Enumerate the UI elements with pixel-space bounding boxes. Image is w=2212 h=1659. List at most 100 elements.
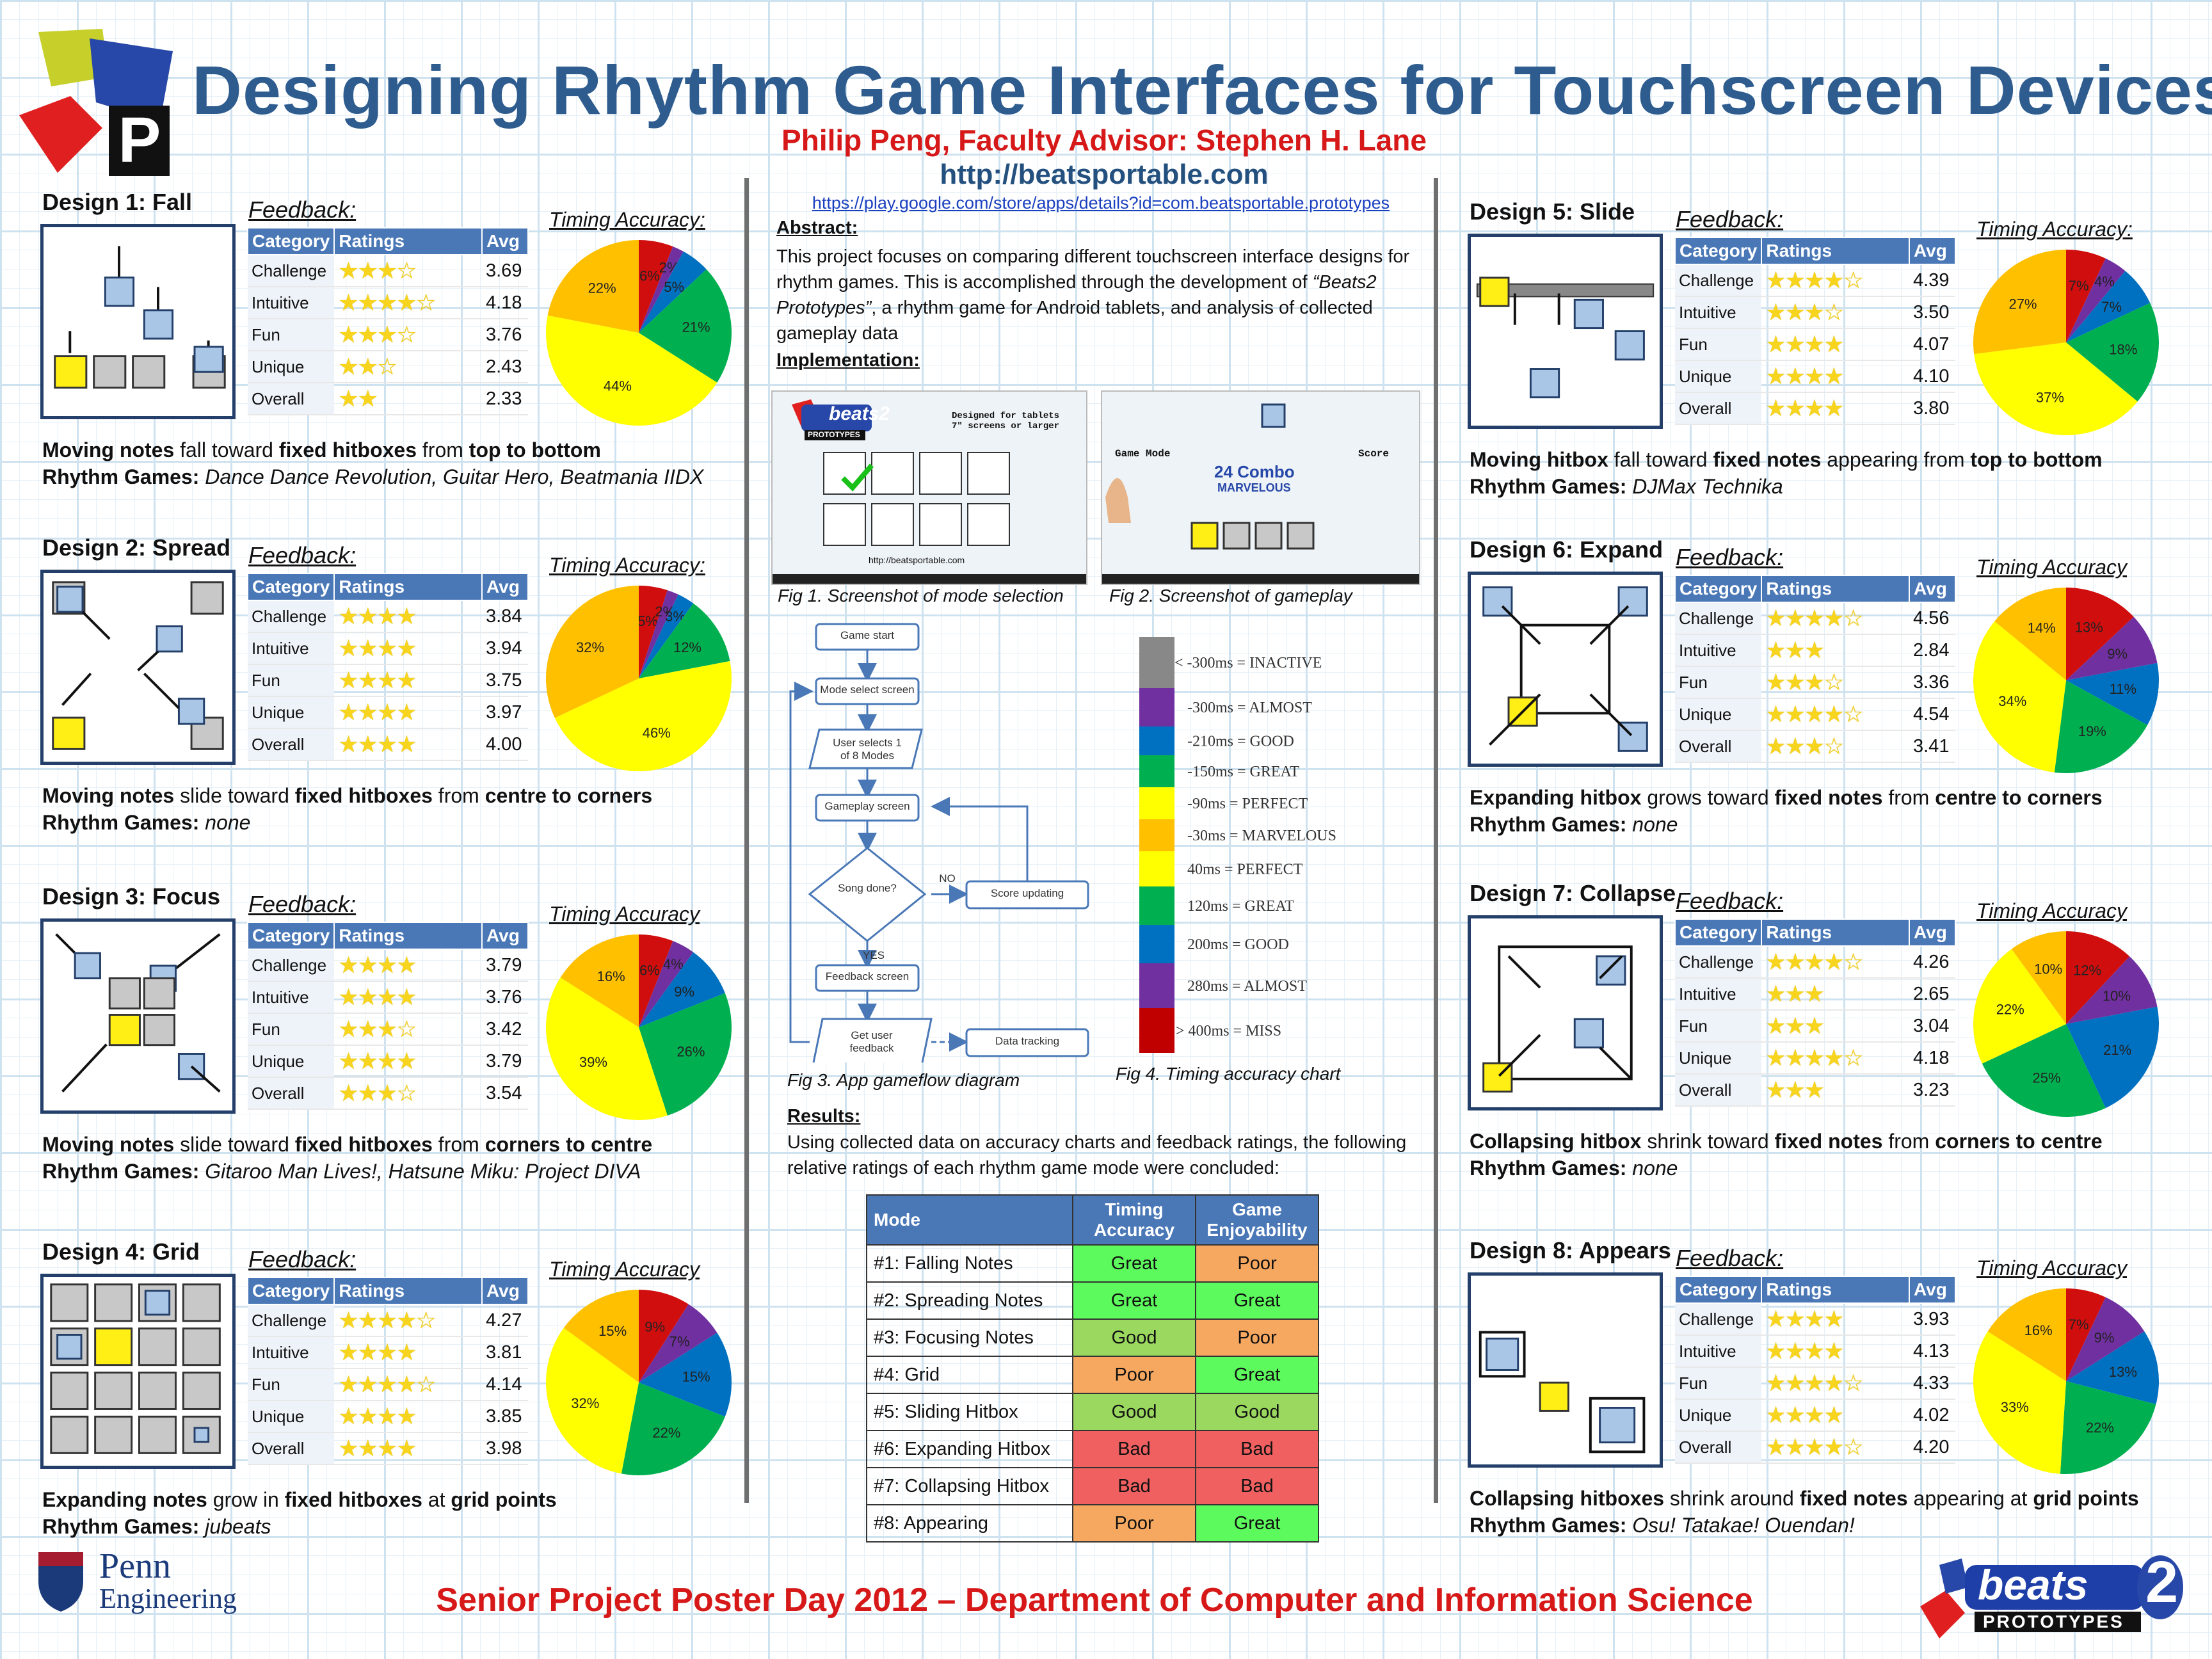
pie-label: 13%	[2109, 1364, 2137, 1380]
rating-average: 3.54	[482, 1077, 528, 1110]
rating-category: Fun	[248, 1013, 335, 1046]
design-title: Design 4: Grid	[42, 1238, 200, 1265]
rating-row: Intuitive ★★★ 2.65	[1675, 978, 1955, 1011]
pie-label: 12%	[673, 639, 701, 655]
rating-category: Fun	[1675, 1010, 1762, 1043]
timing-band	[1139, 819, 1174, 851]
rating-category: Intuitive	[1675, 634, 1762, 667]
design-description: Collapsing hitboxes shrink around fixed …	[1470, 1487, 2139, 1510]
pie-label: 5%	[637, 613, 658, 629]
rating-row: Fun ★★★☆ 3.36	[1675, 666, 1955, 699]
design-diagram	[1468, 915, 1663, 1110]
pie-label: 6%	[639, 268, 660, 284]
rating-row: Fun ★★★☆ 3.42	[248, 1013, 528, 1046]
timing-accuracy-label: Timing Accuracy	[1976, 1256, 2128, 1279]
feedback-label: Feedback:	[248, 891, 357, 917]
poster-title: Designing Rhythm Game Interfaces for Tou…	[192, 51, 2212, 129]
timing-band-label: -150ms = GREAT	[1187, 764, 1299, 780]
website-link[interactable]: http://beatsportable.com	[940, 159, 1269, 190]
results-header-mode: Mode	[866, 1194, 1073, 1246]
rating-average: 4.20	[1909, 1431, 1955, 1464]
timing-band	[1139, 851, 1174, 886]
pie-label: 11%	[2110, 681, 2136, 697]
timing-pie-chart: 7% 9% 13% 22% 33% 16%	[1973, 1288, 2159, 1474]
beats-number: 2	[2145, 1550, 2179, 1615]
col-category: Category	[246, 922, 335, 950]
rating-stars: ★★★★	[1761, 1399, 1909, 1432]
rating-stars: ★★★☆	[334, 1013, 482, 1046]
design-diagram	[40, 1274, 236, 1469]
ratings-table: Category Ratings Avg Challenge ★★★★☆ 4.2…	[246, 1277, 529, 1465]
fig4-caption: Fig 4. Timing accuracy chart	[1116, 1064, 1341, 1084]
ratings-table: Category Ratings Avg Challenge ★★★★☆ 4.2…	[1674, 918, 1956, 1107]
col-ratings: Ratings	[1761, 237, 1910, 265]
pie-label: 25%	[2032, 1070, 2060, 1086]
timing-pie-chart: 6%2%5%21%44%22%	[546, 240, 732, 426]
rating-category: Intuitive	[248, 632, 335, 665]
pie-slice	[639, 603, 730, 678]
results-mode: #8: Appearing	[866, 1504, 1073, 1543]
rating-row: Intuitive ★★★ 2.84	[1675, 634, 1955, 667]
timing-pie-chart: 13%9% 11% 19% 34% 14%	[1973, 588, 2159, 773]
screen1-logo: beats2	[829, 403, 890, 424]
timing-band	[1139, 726, 1174, 755]
timing-color-bar: < -300ms = INACTIVE -300ms = ALMOST -210ms…	[1139, 637, 1336, 1053]
results-mode: #5: Sliding Hitbox	[866, 1393, 1073, 1431]
results-enjoyability: Great	[1195, 1281, 1319, 1320]
ratings-table-wrap: Category Ratings Avg Challenge ★★★★ 3.93…	[1674, 1276, 1956, 1464]
screen2-score: Score	[1358, 448, 1390, 460]
rating-row: Challenge ★★★☆ 3.69	[248, 255, 528, 287]
pie-slice	[639, 594, 694, 678]
rating-stars: ★★★★	[334, 632, 482, 665]
pie-slice	[639, 251, 707, 333]
pie-label: 15%	[598, 1323, 627, 1339]
col-avg: Avg	[1909, 237, 1956, 265]
pie-slice	[546, 315, 717, 426]
feedback-label: Feedback:	[248, 542, 357, 568]
results-timing: Poor	[1072, 1504, 1196, 1543]
pie-slice	[2066, 616, 2158, 680]
design-diagram	[40, 224, 236, 419]
pie-slice	[546, 977, 668, 1120]
flow-node-label: Song done?	[838, 882, 897, 894]
design-title: Design 3: Focus	[42, 883, 221, 910]
rating-stars: ★★★★	[334, 728, 482, 761]
rating-row: Challenge ★★★★ 3.79	[248, 949, 528, 982]
col-avg: Avg	[481, 922, 529, 950]
rating-category: Challenge	[248, 949, 335, 982]
rating-category: Unique	[248, 1045, 335, 1078]
rating-average: 3.75	[482, 664, 528, 697]
pie-slice	[2054, 680, 2148, 773]
rating-stars: ★★★★	[1761, 360, 1909, 393]
design-title: Design 7: Collapse	[1470, 880, 1676, 906]
rating-stars: ★★★★☆	[1761, 602, 1909, 635]
design-rhythm-games: Rhythm Games: none	[1470, 1157, 1678, 1180]
results-row: #2: Spreading Notes Great Great	[866, 1281, 1319, 1320]
rating-category: Overall	[248, 383, 335, 415]
pie-label: 46%	[643, 725, 671, 741]
results-row: #4: Grid Poor Great	[866, 1356, 1319, 1394]
rating-row: Unique ★★★★ 3.97	[248, 696, 528, 729]
design-panel-7: Design 7: Collapse Feedback: Category Ra…	[1464, 880, 2168, 1238]
flow-node-label: NO	[939, 872, 956, 885]
results-enjoyability: Bad	[1195, 1430, 1319, 1468]
results-mode: #4: Grid	[866, 1356, 1073, 1394]
rating-category: Unique	[248, 1400, 335, 1433]
rating-row: Challenge ★★★★☆ 4.27	[248, 1304, 528, 1337]
rating-average: 4.27	[482, 1304, 528, 1337]
pie-label: 4%	[2094, 273, 2115, 289]
design-panel-3: Design 3: Focus Feedback: Category Ratin…	[37, 883, 741, 1242]
results-mode: #1: Falling Notes	[866, 1244, 1073, 1283]
play-store-link[interactable]: https://play.google.com/store/apps/detai…	[812, 193, 1390, 212]
rating-row: Fun ★★★☆ 3.76	[248, 319, 528, 351]
pie-label: 15%	[682, 1369, 710, 1385]
rating-average: 4.02	[1909, 1399, 1955, 1432]
timing-pie-chart: 12%10%21%25%22%10%	[1973, 931, 2159, 1117]
rating-category: Overall	[1675, 392, 1762, 425]
pie-slice	[1994, 588, 2066, 680]
rating-category: Fun	[1675, 1367, 1762, 1400]
results-title: Results:	[787, 1106, 861, 1126]
design-title: Design 5: Slide	[1470, 198, 1635, 225]
rating-stars: ★★★★	[1761, 392, 1909, 425]
rating-average: 4.56	[1909, 602, 1955, 635]
